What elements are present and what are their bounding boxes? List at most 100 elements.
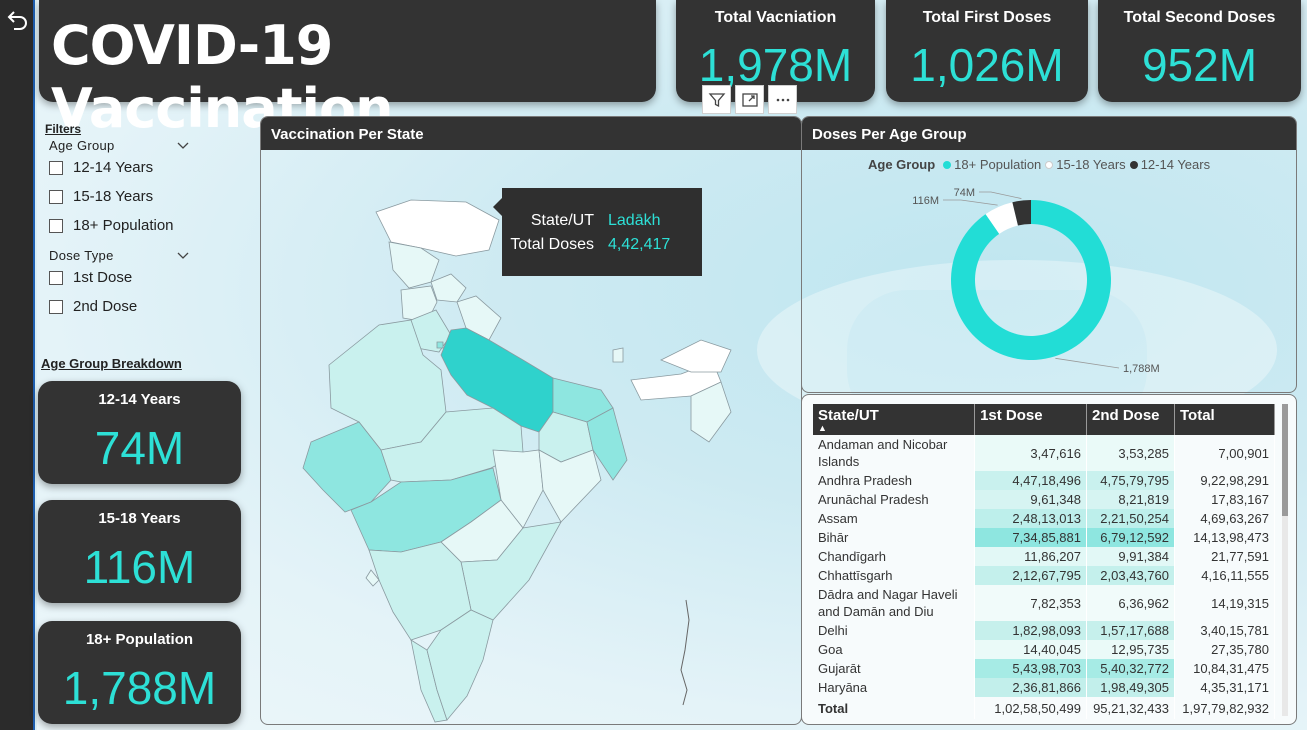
filter-icon[interactable] — [702, 85, 731, 114]
doses-per-age-group-visual[interactable]: Doses Per Age Group — [801, 116, 1297, 393]
kpi-value: 1,978M — [698, 39, 853, 91]
table-row[interactable]: Gujarāt 5,43,98,703 5,40,32,772 10,84,31,47… — [813, 659, 1276, 678]
dose-type-slicer-header[interactable]: Dose Type — [49, 248, 189, 263]
cell-state: Bihār — [813, 528, 976, 547]
table-row[interactable]: Andhra Pradesh 4,47,18,496 4,75,79,795 9,22… — [813, 471, 1276, 490]
table-row[interactable]: Assam 2,48,13,013 2,21,50,254 4,69,63,267 — [813, 509, 1276, 528]
age-option-12-14[interactable]: 12-14 Years — [49, 153, 245, 182]
india-map[interactable] — [261, 150, 801, 724]
donut-leader-line — [943, 199, 998, 206]
legend-item[interactable]: 12-14 Years — [1129, 157, 1210, 172]
tooltip-value: Ladākh — [608, 212, 661, 229]
header-label: State/UT — [818, 407, 879, 424]
option-label: 18+ Population — [73, 217, 174, 234]
column-header-state[interactable]: State/UT ▲ — [813, 404, 976, 435]
table-row[interactable]: Chandīgarh 11,86,207 9,91,384 21,77,591 — [813, 547, 1276, 566]
donut-slice-2[interactable] — [1012, 200, 1031, 226]
table-row[interactable]: Delhi 1,82,98,093 1,57,17,688 3,40,15,781 — [813, 621, 1276, 640]
kpi-label: Total Vacniation — [714, 9, 837, 26]
state-doses-table: State/UT ▲ 1st Dose 2nd Dose Total Andama… — [813, 404, 1276, 719]
legend-label: 18+ Population — [954, 157, 1042, 172]
chevron-down-icon[interactable] — [177, 252, 189, 260]
age-card-15-18: 15-18 Years 116M — [38, 500, 241, 603]
state-northeast — [690, 381, 732, 443]
checkbox[interactable] — [49, 270, 63, 285]
state-odisha — [538, 449, 602, 523]
checkbox[interactable] — [49, 218, 63, 233]
cell-state: Assam — [813, 509, 976, 528]
chevron-down-icon[interactable] — [177, 142, 189, 150]
column-header-2nd-dose[interactable]: 2nd Dose — [1086, 404, 1175, 435]
table-row[interactable]: Andaman and Nicobar Islands 3,47,616 3,53,… — [813, 435, 1276, 471]
filters-pane: Filters Age Group 12-14 Years 15-18 Year… — [45, 122, 245, 321]
checkbox[interactable] — [49, 189, 63, 204]
option-label: 12-14 Years — [73, 159, 154, 176]
dose-option-1st[interactable]: 1st Dose — [49, 263, 245, 292]
table-row[interactable]: Bihār 7,34,85,881 6,79,12,592 14,13,98,473 — [813, 528, 1276, 547]
donut-slice-1[interactable] — [985, 202, 1018, 234]
kpi-value: 952M — [1141, 39, 1258, 91]
age-card-label: 18+ Population — [85, 631, 194, 648]
cell-number: 5,40,32,772 — [1086, 659, 1175, 678]
age-option-18-plus[interactable]: 18+ Population — [49, 211, 245, 240]
table-row[interactable]: Haryāna 2,36,81,866 1,98,49,305 4,35,31,171 — [813, 678, 1276, 697]
table-row[interactable]: Dādra and Nagar Haveli and Damān and Diu… — [813, 585, 1276, 621]
cell-state: Andaman and Nicobar Islands — [813, 435, 976, 471]
column-header-1st-dose[interactable]: 1st Dose — [974, 404, 1087, 435]
legend-swatch — [1045, 161, 1054, 169]
total-value: 1,02,58,50,499 — [974, 697, 1087, 719]
tooltip-key: Total Doses — [510, 236, 594, 253]
cell-number: 6,79,12,592 — [1086, 528, 1175, 547]
kpi-label: Total First Doses — [922, 9, 1052, 26]
table-scrollbar[interactable] — [1282, 404, 1288, 716]
table-row[interactable]: Goa 14,40,045 12,95,735 27,35,780 — [813, 640, 1276, 659]
cell-number: 10,84,31,475 — [1174, 659, 1276, 678]
table-row[interactable]: Chhattīsgarh 2,12,67,795 2,03,43,760 4,16,1… — [813, 566, 1276, 585]
donut-chart[interactable]: 1,788M 116M 74M — [801, 150, 1297, 390]
age-group-breakdown-title: Age Group Breakdown — [41, 356, 182, 371]
checkbox[interactable] — [49, 160, 63, 175]
state-delhi — [436, 341, 444, 349]
cell-number: 17,83,167 — [1174, 490, 1276, 509]
age-card-value: 74M — [94, 422, 185, 474]
focus-mode-icon[interactable] — [735, 85, 764, 114]
legend-label: 15-18 Years — [1056, 157, 1126, 172]
scrollbar-thumb[interactable] — [1282, 404, 1288, 516]
more-options-icon[interactable] — [768, 85, 797, 114]
column-header-total[interactable]: Total — [1174, 404, 1276, 435]
cell-state: Delhi — [813, 621, 976, 640]
cell-number: 6,36,962 — [1086, 585, 1175, 621]
age-card-value: 1,788M — [62, 662, 217, 714]
option-label: 15-18 Years — [73, 188, 154, 205]
visual-title: Doses Per Age Group — [802, 117, 1296, 150]
cell-number: 27,35,780 — [1174, 640, 1276, 659]
cell-number: 9,91,384 — [1086, 547, 1175, 566]
age-group-slicer-header[interactable]: Age Group — [49, 138, 189, 153]
state-sikkim — [612, 347, 624, 363]
checkbox[interactable] — [49, 299, 63, 314]
table-body: Andaman and Nicobar Islands 3,47,616 3,53,… — [813, 435, 1276, 719]
visual-title: Vaccination Per State — [261, 117, 801, 150]
cell-number: 3,53,285 — [1086, 435, 1175, 471]
legend-item[interactable]: 18+ Population — [943, 157, 1041, 172]
back-arrow-icon[interactable] — [6, 8, 30, 32]
age-option-15-18[interactable]: 15-18 Years — [49, 182, 245, 211]
donut-leader-line — [979, 191, 1022, 199]
age-card-18-plus: 18+ Population 1,788M — [38, 621, 241, 724]
vaccination-per-state-visual[interactable]: Vaccination Per State — [260, 116, 802, 725]
donut-slice-0[interactable] — [951, 200, 1111, 360]
cell-number: 2,48,13,013 — [974, 509, 1087, 528]
cell-number: 4,69,63,267 — [1174, 509, 1276, 528]
legend-item[interactable]: 15-18 Years — [1045, 157, 1126, 172]
cell-state: Chhattīsgarh — [813, 566, 976, 585]
table-row[interactable]: Arunāchal Pradesh 9,61,348 8,21,819 17,83,1… — [813, 490, 1276, 509]
option-label: 2nd Dose — [73, 298, 138, 315]
donut-data-label: 74M — [954, 187, 975, 199]
sort-ascending-icon[interactable]: ▲ — [818, 423, 827, 433]
state-west-bengal — [586, 407, 628, 481]
dose-option-2nd[interactable]: 2nd Dose — [49, 292, 245, 321]
filters-title: Filters — [45, 122, 82, 136]
cell-state: Gujarāt — [813, 659, 976, 678]
islands-andaman — [680, 599, 690, 706]
map-tooltip: State/UT Ladākh Total Doses 4,42,417 — [493, 188, 702, 276]
